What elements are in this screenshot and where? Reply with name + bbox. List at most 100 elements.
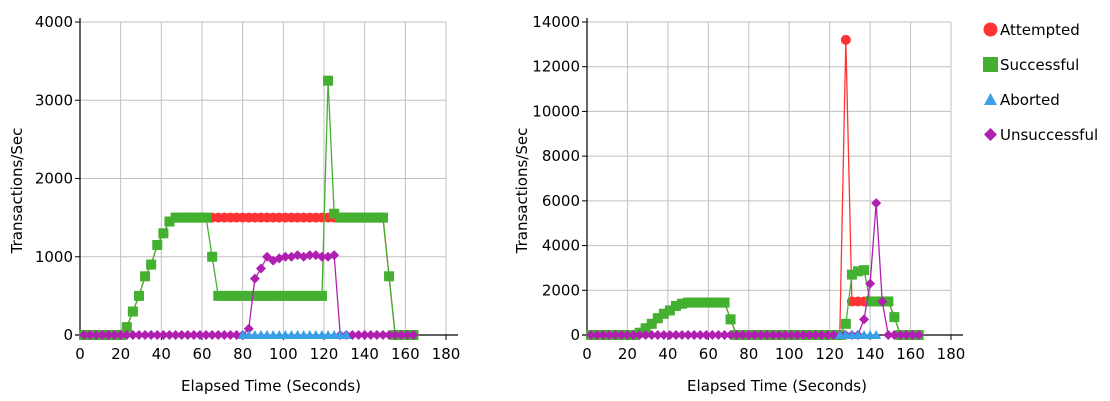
data-point-square xyxy=(859,265,870,276)
data-point-square xyxy=(243,290,254,301)
data-point-square xyxy=(670,300,681,311)
x-tick-label: 100 xyxy=(269,345,298,363)
data-point-diamond xyxy=(695,330,706,340)
data-point-square xyxy=(725,314,736,325)
x-tick-label: 120 xyxy=(815,345,844,363)
data-point-square xyxy=(316,290,327,301)
data-point-diamond xyxy=(304,250,315,261)
legend-label: Attempted xyxy=(1000,20,1080,39)
x-tick-label: 180 xyxy=(937,345,966,363)
data-point-diamond xyxy=(225,330,236,340)
series-successful xyxy=(586,265,924,340)
data-point-diamond xyxy=(913,330,924,340)
data-point-diamond xyxy=(707,330,718,340)
x-tick-label: 20 xyxy=(618,345,637,363)
data-point-diamond xyxy=(121,330,132,340)
data-point-square xyxy=(846,269,857,280)
data-point-diamond xyxy=(152,330,163,340)
data-point-diamond xyxy=(402,330,413,340)
data-point-square xyxy=(268,290,279,301)
data-point-square xyxy=(347,212,358,223)
y-tick-label: 2000 xyxy=(542,281,580,299)
data-point-diamond xyxy=(194,330,205,340)
data-point-square xyxy=(701,297,712,308)
legend-item-attempted: Attempted xyxy=(982,12,1107,47)
x-tick-label: 100 xyxy=(775,345,804,363)
x-tick-label: 80 xyxy=(233,345,252,363)
data-point-diamond xyxy=(871,198,882,209)
data-point-square xyxy=(695,297,706,308)
data-point-diamond xyxy=(859,314,870,325)
data-point-square xyxy=(341,212,352,223)
data-point-diamond xyxy=(616,330,627,340)
data-point-square xyxy=(689,297,700,308)
x-tick-label: 60 xyxy=(699,345,718,363)
y-tick-label: 12000 xyxy=(532,58,580,76)
data-point-triangle xyxy=(341,330,352,339)
grid xyxy=(587,21,952,335)
series-aborted xyxy=(237,330,352,339)
data-point-diamond xyxy=(907,330,918,340)
data-point-diamond xyxy=(652,330,663,340)
data-point-square xyxy=(164,216,175,227)
data-point-square xyxy=(310,290,321,301)
data-point-square xyxy=(219,290,230,301)
data-point-square xyxy=(274,290,285,301)
data-point-diamond xyxy=(115,330,126,340)
data-point-triangle xyxy=(871,330,882,339)
data-point-diamond xyxy=(280,251,291,262)
data-point-diamond xyxy=(377,330,388,340)
y-axis-label: Transactions/Sec xyxy=(8,128,26,255)
data-point-square xyxy=(883,296,894,307)
data-point-square xyxy=(152,240,163,251)
data-point-diamond xyxy=(85,330,96,340)
data-point-diamond xyxy=(255,263,266,274)
data-point-diamond xyxy=(786,330,797,340)
data-point-square xyxy=(377,212,388,223)
series-attempted xyxy=(586,34,924,340)
data-point-square xyxy=(207,251,218,262)
data-point-square xyxy=(304,290,315,301)
x-tick-label: 0 xyxy=(582,345,592,363)
grid xyxy=(80,21,447,335)
data-point-square xyxy=(335,212,346,223)
data-point-diamond xyxy=(586,330,597,340)
x-tick-label: 20 xyxy=(111,345,130,363)
data-point-diamond xyxy=(182,330,193,340)
legend-item-successful: Successful xyxy=(982,47,1107,82)
data-point-square xyxy=(658,308,669,319)
data-point-diamond xyxy=(774,330,785,340)
y-tick-label: 6000 xyxy=(542,192,580,210)
y-tick-label: 0 xyxy=(63,326,73,344)
series-line xyxy=(591,203,919,336)
data-point-diamond xyxy=(316,251,327,262)
circle-marker-icon xyxy=(983,22,998,37)
data-point-diamond xyxy=(822,330,833,340)
data-point-square xyxy=(170,212,181,223)
data-point-diamond xyxy=(725,330,736,340)
data-point-square xyxy=(201,212,212,223)
data-point-diamond xyxy=(737,330,748,340)
data-point-diamond xyxy=(140,330,151,340)
data-point-diamond xyxy=(658,330,669,340)
data-point-square xyxy=(707,297,718,308)
data-point-diamond xyxy=(610,330,621,340)
data-point-diamond xyxy=(592,330,603,340)
data-point-diamond xyxy=(628,330,639,340)
data-point-square xyxy=(359,212,370,223)
data-point-diamond xyxy=(243,323,254,334)
y-tick-label: 3000 xyxy=(35,91,73,109)
data-point-square xyxy=(640,323,651,334)
data-point-diamond xyxy=(371,330,382,340)
x-tick-label: 140 xyxy=(350,345,379,363)
data-point-square xyxy=(231,290,242,301)
data-point-diamond xyxy=(883,330,894,340)
data-point-diamond xyxy=(188,330,199,340)
data-point-diamond xyxy=(213,330,224,340)
data-point-square xyxy=(176,212,187,223)
data-point-diamond xyxy=(622,330,633,340)
data-point-square xyxy=(683,297,694,308)
series-attempted xyxy=(79,212,419,340)
x-axis-label: Elapsed Time (Seconds) xyxy=(181,377,361,395)
data-point-diamond xyxy=(683,330,694,340)
